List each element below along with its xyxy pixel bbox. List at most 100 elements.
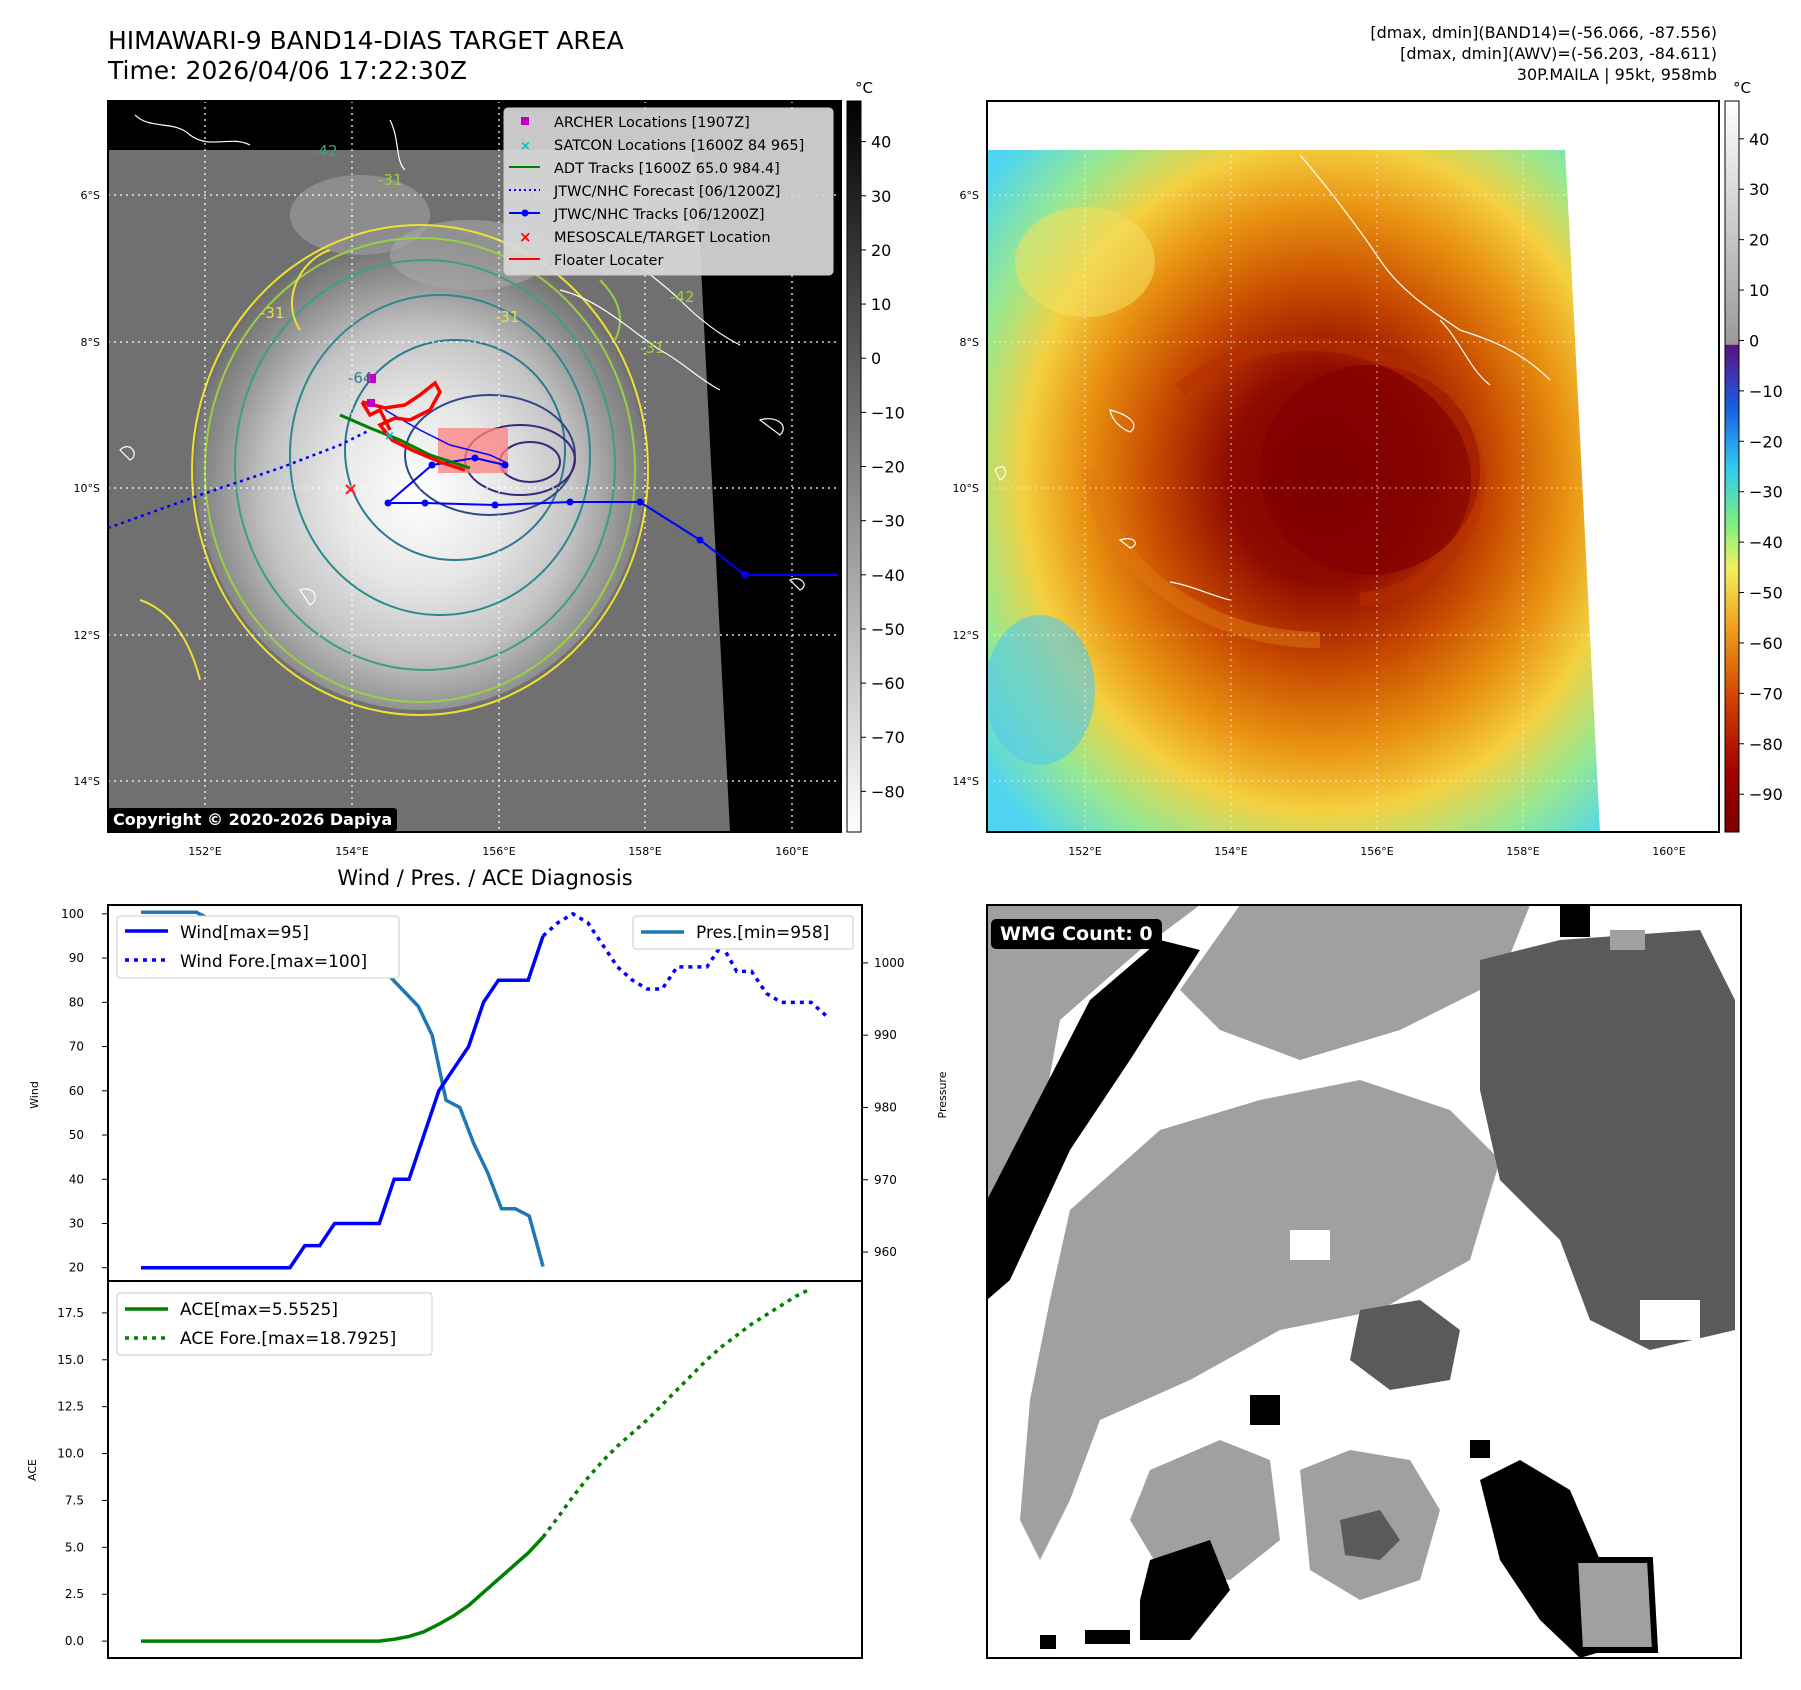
legend-label: ARCHER Locations [1907Z] [554, 115, 750, 131]
colorbar-tick-label: −10 [871, 403, 905, 422]
wind-tick-label: 50 [69, 1128, 84, 1142]
colorbar-tick-label: −70 [871, 728, 905, 747]
temperature-contours [139, 224, 649, 716]
pressure-tick-label: 990 [874, 1028, 897, 1042]
colorbar-tick-label: 10 [1749, 281, 1769, 300]
colorbar-unit: °C [1733, 79, 1751, 97]
colorbar-tick-label: −20 [1749, 432, 1783, 451]
lon-label: 160°E [775, 845, 808, 858]
lon-labels-left: 152°E 154°E 156°E 158°E 160°E [188, 845, 808, 858]
legend-label: ADT Tracks [1600Z 65.0 984.4] [554, 161, 780, 177]
legend-label: ACE[max=5.5525] [180, 1300, 338, 1320]
pressure-tick-label: 1000 [874, 956, 905, 970]
ace-tick-label: 7.5 [65, 1493, 84, 1507]
title-line-2: Time: 2026/04/06 17:22:30Z [108, 56, 467, 85]
colorbar-tick-label: −20 [871, 458, 905, 477]
contour-label: -31 [640, 339, 665, 357]
pressure-tick-label: 970 [874, 1173, 897, 1187]
wind-tick-label: 90 [69, 951, 84, 965]
ace-tick-label: 17.5 [57, 1306, 84, 1320]
map-legend: × × ARCHER Locations [1907Z] SATCON Loca… [503, 107, 834, 276]
copyright-badge: Copyright © 2020-2026 Dapiya [108, 808, 398, 831]
lat-label: 6°S [960, 189, 979, 202]
colorbar-tick-label: 30 [1749, 180, 1769, 199]
wind-tick-label: 80 [69, 995, 84, 1009]
colorbar-tick-label: −80 [871, 782, 905, 801]
lon-label: 152°E [188, 845, 221, 858]
ace-forecast-series-line [541, 1287, 812, 1539]
ace-tick-label: 5.0 [65, 1540, 84, 1554]
colorbar-tick-label: −80 [1749, 735, 1783, 754]
wmg-count-badge: WMG Count: 0 [991, 919, 1162, 949]
lon-label: 158°E [628, 845, 661, 858]
colorbar-tick-label: −30 [871, 512, 905, 531]
pressure-legend: Pres.[min=958] [632, 915, 854, 950]
lat-label: 8°S [960, 336, 979, 349]
colorbar-right: °C 40 30 20 10 0 −10 −20 −30 −40 −50 −60 −70 −80 −90 [1724, 79, 1783, 833]
wind-tick-label: 40 [69, 1172, 84, 1186]
lon-label: 154°E [335, 845, 368, 858]
legend-label: JTWC/NHC Tracks [06/1200Z] [553, 207, 765, 223]
info-line-3: 30P.MAILA | 95kt, 958mb [1516, 65, 1717, 84]
colorbar-tick-label: −50 [1749, 584, 1783, 603]
band14-map: × × -64 -42 -31 -31 -31 -42 -31 × × [74, 79, 905, 858]
colorbar-tick-label: 40 [871, 133, 891, 152]
archer-location [367, 374, 376, 383]
diagnosis-title: Wind / Pres. / ACE Diagnosis [337, 866, 633, 890]
colorbar-tick-label: −30 [1749, 483, 1783, 502]
wind-tick-label: 100 [61, 907, 84, 921]
lat-label: 12°S [74, 629, 100, 642]
colorbar-unit: °C [855, 79, 873, 97]
legend-label: ACE Fore.[max=18.7925] [180, 1329, 396, 1349]
contour-label: -64 [348, 369, 373, 387]
floater-locator-track [360, 380, 466, 472]
legend-label: MESOSCALE/TARGET Location [554, 230, 771, 246]
colorbar-tick-label: 20 [871, 241, 891, 260]
lon-label: 156°E [1360, 845, 1393, 858]
colorbar-tick-label: 0 [871, 349, 881, 368]
legend-label: JTWC/NHC Forecast [06/1200Z] [553, 184, 780, 200]
contour-label: -31 [378, 171, 403, 189]
legend-marker-satcon: × [520, 139, 531, 154]
info-line-1: [dmax, dmin](BAND14)=(-56.066, -87.556) [1370, 23, 1717, 42]
colorbar-tick-label: 30 [871, 187, 891, 206]
wind-axis-label: Wind [28, 1081, 41, 1109]
contour-label: -42 [313, 142, 338, 160]
ace-legend: ACE[max=5.5525] ACE Fore.[max=18.7925] [116, 1292, 433, 1356]
wind-tick-label: 70 [69, 1040, 84, 1054]
lat-label: 12°S [953, 629, 979, 642]
wind-tick-label: 30 [69, 1216, 84, 1230]
wind-legend: Wind[max=95] Wind Fore.[max=100] [116, 915, 400, 979]
lon-label: 158°E [1506, 845, 1539, 858]
jtwc-forecast-track [108, 428, 371, 530]
colorbar-tick-label: 0 [1749, 331, 1759, 350]
lat-label: 10°S [74, 482, 100, 495]
pressure-axis-label: Pressure [936, 1071, 949, 1118]
wmg-panel [986, 904, 1742, 1659]
ace-series-line [141, 1535, 545, 1643]
figure-title: HIMAWARI-9 BAND14-DIAS TARGET AREA Time:… [108, 26, 624, 86]
pressure-tick-label: 960 [874, 1245, 897, 1259]
colorbar-tick-label: −40 [1749, 533, 1783, 552]
legend-label: Pres.[min=958] [696, 923, 829, 943]
coastlines-right [994, 154, 1551, 601]
wind-series-line [141, 935, 545, 1270]
colorbar-tick-label: −90 [1749, 785, 1783, 804]
colorbar-tick-label: −50 [871, 620, 905, 639]
storm-cloud-shield [195, 230, 645, 710]
lat-label: 10°S [953, 482, 979, 495]
lat-label: 14°S [74, 775, 100, 788]
title-line-1: HIMAWARI-9 BAND14-DIAS TARGET AREA [108, 26, 624, 55]
adt-track [339, 413, 471, 470]
lat-label: 8°S [81, 336, 100, 349]
colorbar-tick-label: 10 [871, 295, 891, 314]
graticule-right [987, 101, 1719, 832]
colorbar-tick-label: −70 [1749, 684, 1783, 703]
contour-label: -42 [670, 288, 695, 306]
legend-marker-target: × [519, 228, 532, 246]
lon-label: 154°E [1214, 845, 1247, 858]
wmg-raster [987, 905, 1735, 1658]
lon-label: 156°E [482, 845, 515, 858]
colorbar-tick-label: −10 [1749, 382, 1783, 401]
archer-location [367, 399, 375, 407]
